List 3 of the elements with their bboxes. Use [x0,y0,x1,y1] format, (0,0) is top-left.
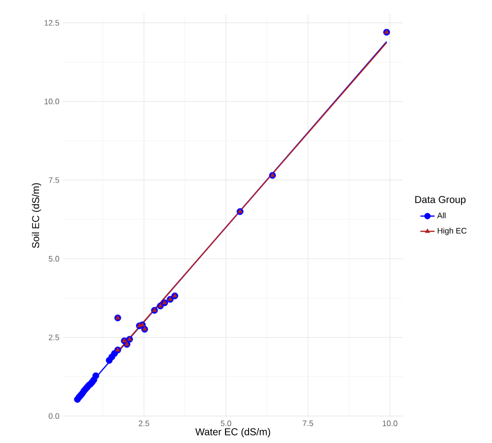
y-axis-title: Soil EC (dS/m) [32,183,42,248]
legend-title: Data Group [415,196,466,206]
x-axis-title: Water EC (dS/m) [195,428,270,438]
